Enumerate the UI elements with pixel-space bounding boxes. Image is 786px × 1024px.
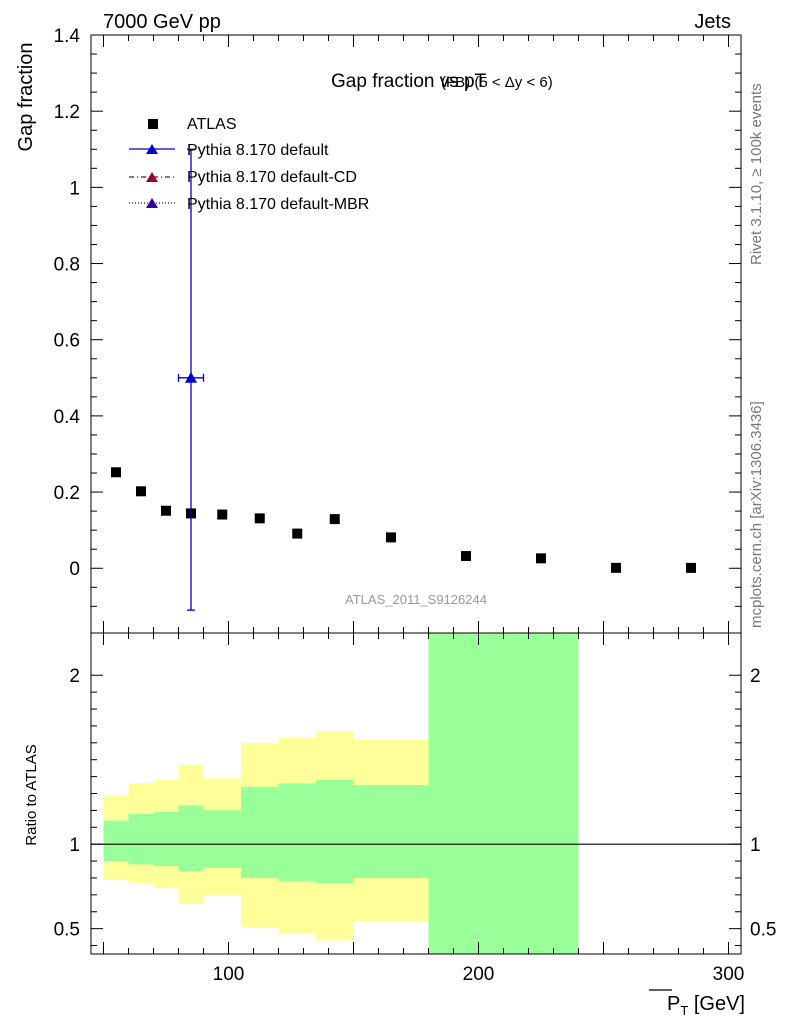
main-y-tick-label: 1.2 [54,102,80,123]
ratio-band-green [278,783,316,882]
ratio-plot-axes: 100 200 300 0.5 0.5 1 1 2 2 [54,633,776,985]
atlas-data-point [686,562,696,573]
atlas-data-point [161,505,171,516]
analysis-watermark: ATLAS_2011_S9126244 [345,592,487,607]
main-y-axis-label: Gap fraction [15,43,37,152]
ratio-band-green [316,779,354,884]
ratio-y-tick-label-right: 1 [750,835,761,856]
main-y-tick-label: 0.2 [54,483,80,504]
main-y-tick-label: 0 [69,559,80,580]
ratio-band-green [241,786,279,878]
main-y-tick-label: 1 [69,178,80,199]
main-y-tick-label: 1.4 [54,26,81,47]
x-tick-label: 100 [213,964,245,985]
legend-cd-marker [146,172,158,182]
ratio-y-tick-label: 1 [69,835,80,856]
atlas-data-point [254,513,265,524]
legend-default-label: Pythia 8.170 default [187,142,329,159]
ratio-y-tick-label-right: 2 [750,666,761,687]
ratio-plot-panel: 100 200 300 0.5 0.5 1 1 2 2 Ratio to ATLAS PT [G… [23,632,776,1018]
ratio-y-axis-label: Ratio to ATLAS [23,744,40,845]
atlas-data-point [386,532,396,543]
ratio-band-green [203,810,241,868]
x-tick-label: 200 [463,964,495,985]
atlas-data-point [611,562,621,573]
atlas-data-point [292,528,303,539]
atlas-data-point [329,514,340,525]
legend-default-marker [146,144,158,154]
mcplots-source-label: mcplots.cern.ch [arXiv:1306.3436] [748,401,765,628]
legend-atlas-label: ATLAS [187,116,237,133]
x-axis-label-unit: [GeV] [688,993,745,1015]
atlas-data-point [461,551,471,562]
x-axis-label-sub: T [680,1003,688,1018]
legend-cd-label: Pythia 8.170 default-CD [187,169,357,186]
header-left: 7000 GeV pp [103,11,221,33]
x-tick-label: 300 [713,964,745,985]
ratio-band-green [428,633,579,954]
rivet-version-label: Rivet 3.1.10, ≥ 100k events [748,83,765,265]
ratio-plot-data-layer [91,633,741,954]
main-y-tick-label: 0.8 [54,255,80,276]
legend: ATLAS Pythia 8.170 default Pythia 8.170 … [129,116,369,213]
main-y-tick-label: 0.6 [54,331,80,352]
atlas-data-point [536,553,546,564]
main-y-tick-label: 0.4 [54,407,81,428]
ratio-y-tick-label-right: 0.5 [750,920,776,941]
legend-mbr-label: Pythia 8.170 default-MBR [187,196,369,213]
main-title: Gap fraction vs pT [331,71,487,92]
ratio-band-green [103,820,129,862]
atlas-data-point [217,509,228,520]
ratio-y-tick-label: 0.5 [54,920,80,941]
ratio-y-tick-label: 2 [69,666,80,687]
x-axis-label-p: P [667,993,680,1015]
ratio-band-green [353,785,429,878]
ratio-band-green [153,812,179,867]
ratio-band-green [128,813,154,865]
main-plot-data-layer [111,148,696,611]
pythia-default-data-point [185,371,197,383]
ratio-band-green [178,805,204,872]
atlas-data-point [136,486,146,497]
x-axis-label: PT [GeV] [667,993,745,1018]
main-title-suffix: (FB) (5 < Δy < 6) [441,74,553,91]
header-right: Jets [694,11,731,33]
main-plot-axes: 0 0.2 0.4 0.6 0.8 1 1.2 1.4 [54,26,741,633]
legend-atlas-marker [148,119,158,129]
main-plot-panel: 00.20.40.60.811.21.4 Gap fraction vs pT … [15,26,742,634]
legend-mbr-marker [146,198,158,208]
atlas-data-point [111,467,121,478]
